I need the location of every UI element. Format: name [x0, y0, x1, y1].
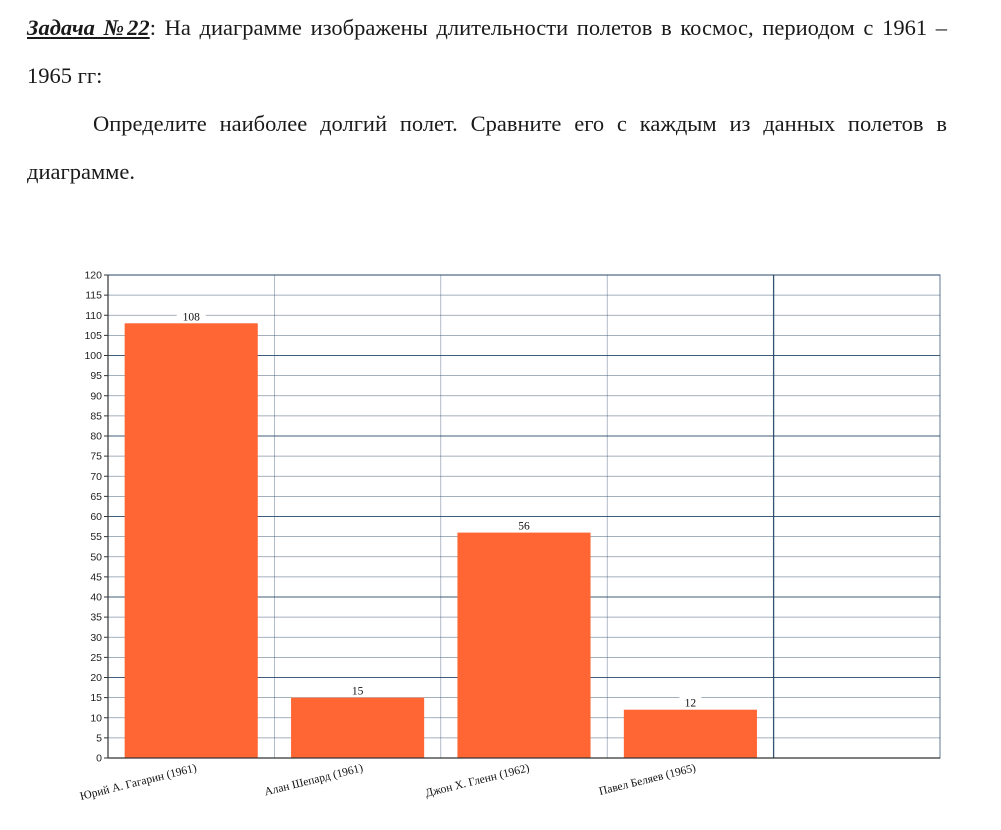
y-tick-label: 85: [90, 410, 102, 422]
y-tick-label: 100: [84, 350, 102, 362]
bar: [124, 323, 258, 758]
y-tick-label: 10: [90, 712, 102, 724]
y-tick-label: 105: [84, 330, 102, 342]
y-tick-label: 5: [96, 732, 102, 744]
y-tick-label: 50: [90, 551, 102, 563]
data-label-background: [346, 684, 369, 697]
data-label-background: [176, 310, 206, 323]
x-category-labels: Юрий А. Гагарин (1961) Алан Шепард (1961)…: [79, 762, 697, 803]
y-tick-label: 75: [90, 451, 102, 463]
y-tick-label: 15: [90, 692, 102, 704]
y-tick-label: 55: [90, 531, 102, 543]
bar: [623, 709, 757, 758]
y-tick-label: 0: [96, 753, 102, 765]
data-label-background: [513, 519, 535, 532]
y-tick-labels: 0 5 10 15 20 25 30 35 40 45 50 55 60 65 70 75 80 85 90 95 10…: [84, 270, 102, 765]
data-label: 108: [183, 311, 201, 323]
task-statement: Задача №22: На диаграмме изображены длит…: [27, 4, 947, 100]
chart-axes: [104, 274, 941, 759]
y-tick-label: 40: [90, 592, 102, 604]
data-label: 15: [352, 686, 364, 698]
y-tick-label: 65: [90, 491, 102, 503]
y-tick-label: 115: [85, 290, 102, 302]
y-tick-label: 45: [90, 571, 102, 583]
bar: [291, 697, 425, 758]
bar: [457, 532, 591, 758]
y-tick-label: 25: [90, 652, 102, 664]
y-tick-label: 30: [90, 632, 102, 644]
y-tick-label: 20: [90, 672, 102, 684]
y-tick-label: 90: [90, 390, 102, 402]
x-category-label: Джон Х. Гленн (1962): [424, 762, 531, 800]
y-tick-label: 60: [90, 511, 102, 523]
task-statement-text: : На диаграмме изображены длительности п…: [27, 15, 947, 88]
data-labels: 108 15 56 12: [176, 310, 702, 710]
data-label: 12: [685, 698, 697, 710]
task-label: Задача №22: [27, 15, 150, 40]
y-tick-label: 70: [90, 471, 102, 483]
x-category-label: Юрий А. Гагарин (1961): [79, 762, 198, 803]
data-label-background: [679, 696, 702, 709]
y-tick-label: 120: [84, 270, 102, 282]
x-category-label: Павел Беляев (1965): [598, 762, 697, 798]
y-tick-label: 95: [90, 370, 102, 382]
task-question: Определите наиболее долгий полет. Сравни…: [27, 111, 947, 184]
y-tick-label: 35: [90, 612, 102, 624]
chart-bars: [124, 323, 757, 758]
y-tick-label: 80: [90, 431, 102, 443]
task-text: Задача №22: На диаграмме изображены длит…: [27, 4, 947, 196]
x-category-label: Алан Шепард (1961): [263, 762, 364, 798]
y-tick-label: 110: [85, 310, 102, 322]
data-label: 56: [518, 521, 530, 533]
